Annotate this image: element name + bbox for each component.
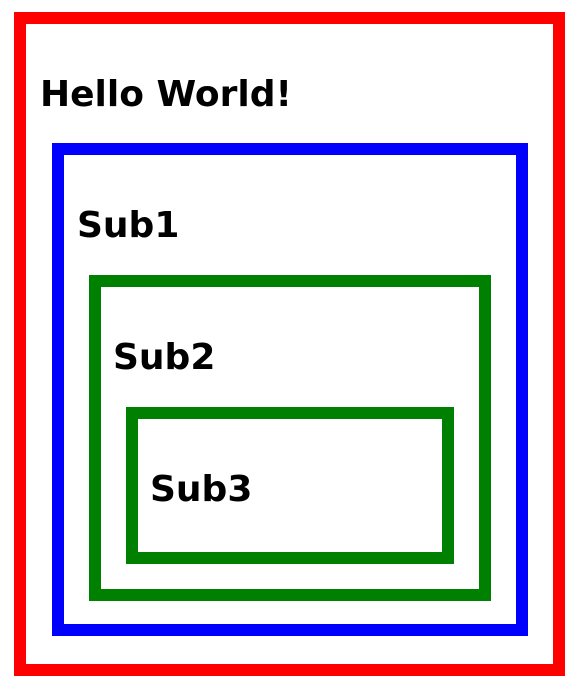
sub1-container: [52, 143, 528, 636]
sub2-heading: Sub2: [113, 337, 216, 378]
sub1-heading: Sub1: [77, 205, 180, 246]
sub2-container: [89, 275, 491, 601]
main-heading: Hello World!: [40, 74, 292, 115]
outer-container: [14, 12, 565, 676]
sub3-heading: Sub3: [150, 469, 253, 510]
sub3-container: [126, 407, 454, 564]
